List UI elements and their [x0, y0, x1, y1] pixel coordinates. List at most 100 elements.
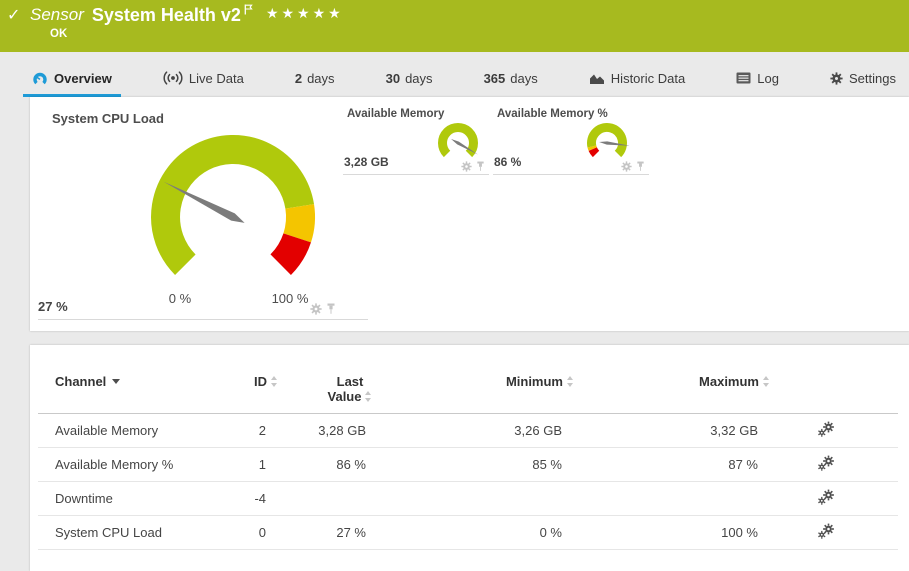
- gauge-value: 27 %: [38, 299, 68, 314]
- gauge-needle: [451, 139, 478, 155]
- column-label: Minimum: [505, 374, 563, 389]
- table-row: System CPU Load 0 27 % 0 % 100 %: [38, 515, 898, 550]
- table-row: Downtime -4: [38, 481, 898, 516]
- tab-label: Overview: [54, 70, 112, 86]
- gauge-needle: [163, 181, 245, 223]
- channel-settings-gears-icon[interactable]: [818, 455, 835, 471]
- object-kind-label: Sensor: [30, 5, 84, 24]
- tab-day-count: 30: [385, 70, 401, 86]
- sort-icon[interactable]: [365, 391, 372, 402]
- tab-label: days: [307, 70, 335, 86]
- channel-name[interactable]: Downtime: [38, 481, 228, 516]
- flag-icon[interactable]: [244, 4, 253, 15]
- area-chart-icon: [589, 74, 604, 84]
- tab-label: Live Data: [188, 70, 244, 86]
- channel-name[interactable]: Available Memory %: [38, 447, 228, 482]
- channel-minimum: [378, 481, 574, 516]
- channel-maximum: [574, 481, 770, 516]
- gauge-cell-system-cpu-load[interactable]: System CPU Load 0 % 100 % 27 %: [38, 105, 368, 320]
- tab-settings[interactable]: Settings: [821, 62, 905, 97]
- tab-day-count: 365: [483, 70, 506, 86]
- gauge-scale-max: 100 %: [271, 291, 309, 306]
- channel-maximum: 100 %: [574, 515, 770, 550]
- channel-id: 1: [228, 447, 278, 482]
- gauge-title: Available Memory: [347, 108, 445, 120]
- tab-historic-data[interactable]: Historic Data: [580, 62, 694, 97]
- gauge-needle: [599, 141, 630, 146]
- channel-last-value: 27 %: [278, 515, 378, 550]
- column-header-maximum[interactable]: Maximum: [574, 374, 770, 414]
- priority-stars[interactable]: ★★★★★: [265, 5, 344, 21]
- channel-minimum: 3,26 GB: [378, 413, 574, 448]
- channel-settings-gears-icon[interactable]: [818, 523, 835, 539]
- table-header-row: Channel ID Last Value Minimum Maximum: [38, 374, 898, 414]
- column-header-actions: [770, 374, 898, 414]
- tab-label: Log: [757, 70, 779, 86]
- status-badge: OK: [50, 28, 68, 40]
- cpu-load-gauge: [151, 134, 315, 275]
- channel-name[interactable]: Available Memory: [38, 413, 228, 448]
- gauge-title: Available Memory %: [497, 108, 608, 120]
- column-header-id[interactable]: ID: [228, 374, 278, 414]
- gauge-value: 3,28 GB: [344, 155, 389, 169]
- channel-maximum: 87 %: [574, 447, 770, 482]
- gauge-cell-available-memory[interactable]: Available Memory 3,28 GB: [343, 105, 489, 175]
- live-data-icon: [163, 71, 183, 85]
- gauge-settings-gear-icon[interactable]: [461, 161, 472, 172]
- sort-icon[interactable]: [567, 376, 574, 387]
- channels-table: Channel ID Last Value Minimum Maximum: [38, 374, 898, 550]
- column-label: Maximum: [699, 374, 759, 389]
- pin-gauge-icon[interactable]: [636, 161, 645, 172]
- gauge-cell-available-memory-pct[interactable]: Available Memory % 86 %: [493, 105, 649, 175]
- channel-minimum: 0 %: [378, 515, 574, 550]
- gauge-title: System CPU Load: [52, 111, 164, 126]
- tab-365-days[interactable]: 365 days: [475, 62, 547, 97]
- column-label: Channel: [55, 374, 107, 389]
- sort-icon[interactable]: [763, 376, 770, 387]
- channel-id: -4: [228, 481, 278, 516]
- tab-label: days: [405, 70, 433, 86]
- channel-last-value: 3,28 GB: [278, 413, 378, 448]
- gauge-scale-min: 0 %: [168, 291, 192, 306]
- gear-icon: [830, 71, 843, 85]
- column-label: Last Value: [327, 374, 364, 404]
- gauge-settings-gear-icon[interactable]: [621, 161, 632, 172]
- available-memory-pct-gauge: [587, 123, 630, 158]
- tab-label: Settings: [849, 70, 896, 86]
- channel-settings-gears-icon[interactable]: [818, 421, 835, 437]
- table-row: Available Memory % 1 86 % 85 % 87 %: [38, 447, 898, 482]
- tab-30-days[interactable]: 30 days: [377, 62, 442, 97]
- tab-live-data[interactable]: Live Data: [154, 62, 253, 97]
- pin-gauge-icon[interactable]: [476, 161, 485, 172]
- log-icon: [736, 72, 751, 84]
- sensor-header-bar: ✓ Sensor System Health v2 ★★★★★ OK: [0, 0, 909, 52]
- column-label: ID: [254, 374, 267, 389]
- tab-label: days: [510, 70, 538, 86]
- column-header-last-value[interactable]: Last Value: [278, 374, 378, 414]
- tab-label: Historic Data: [610, 70, 686, 86]
- gauge-value: 86 %: [494, 155, 522, 169]
- channel-id: 2: [228, 413, 278, 448]
- table-row: Available Memory 2 3,28 GB 3,26 GB 3,32 …: [38, 413, 898, 448]
- caret-down-icon: [112, 379, 121, 384]
- channel-last-value: 86 %: [278, 447, 378, 482]
- pin-gauge-icon[interactable]: [326, 303, 336, 315]
- channel-last-value: [278, 481, 378, 516]
- channels-panel: Channel ID Last Value Minimum Maximum: [30, 345, 909, 571]
- tab-overview[interactable]: Overview: [23, 62, 121, 97]
- tab-log[interactable]: Log: [727, 62, 788, 97]
- sensor-title: System Health v2: [91, 5, 241, 25]
- gauges-panel: System CPU Load 0 % 100 % 27 %: [30, 97, 909, 331]
- sort-icon[interactable]: [271, 376, 278, 387]
- gauge-settings-gear-icon[interactable]: [310, 303, 322, 315]
- column-header-channel[interactable]: Channel: [38, 374, 228, 414]
- channel-settings-gears-icon[interactable]: [818, 489, 835, 505]
- channel-id: 0: [228, 515, 278, 550]
- tab-2-days[interactable]: 2 days: [286, 62, 344, 97]
- available-memory-gauge: [438, 123, 478, 158]
- channel-name[interactable]: System CPU Load: [38, 515, 228, 550]
- tab-bar: Overview Live Data 2 days 30 days 365 da…: [23, 62, 905, 97]
- status-check-icon: ✓: [7, 7, 21, 24]
- gauge-icon: [33, 72, 47, 84]
- column-header-minimum[interactable]: Minimum: [378, 374, 574, 414]
